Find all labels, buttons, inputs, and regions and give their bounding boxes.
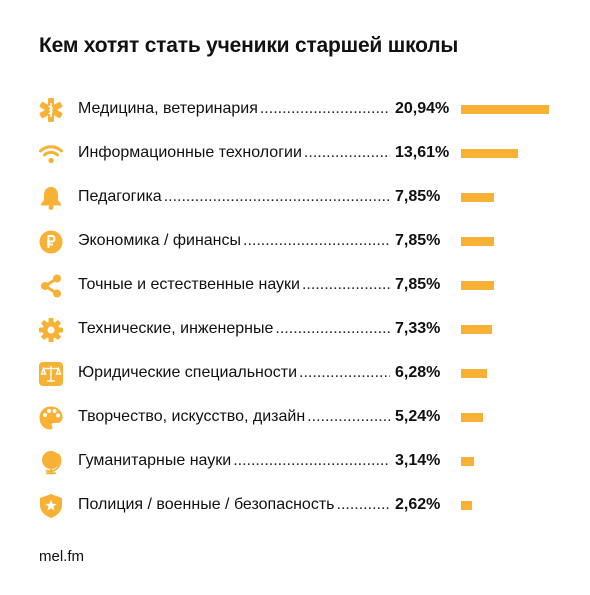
dot-leader: ........................................… [303, 144, 390, 161]
value-label: 7,85% [395, 232, 441, 249]
chart-row: Точные и естественные науки.............… [0, 263, 590, 307]
dot-leader: ........................................… [259, 100, 390, 117]
bar [461, 237, 494, 246]
chart-row: Технические, инженерные.................… [0, 307, 590, 351]
dot-leader: ........................................… [275, 320, 390, 337]
category-label: Педагогика..............................… [78, 188, 390, 206]
value-label: 5,24% [395, 408, 441, 425]
bar [461, 105, 549, 114]
value-label: 3,14% [395, 452, 441, 469]
chart-row: Информационные технологии...............… [0, 131, 590, 175]
category-label: Экономика / финансы.....................… [78, 232, 390, 250]
value-label: 7,85% [395, 188, 441, 205]
bar [461, 501, 472, 510]
gear-icon [38, 317, 64, 343]
palette-icon [38, 405, 64, 431]
bar [461, 457, 474, 466]
medical-star-icon [38, 97, 64, 123]
police-badge-icon [38, 493, 64, 519]
chart-row: Гуманитарные науки......................… [0, 439, 590, 483]
bar [461, 325, 492, 334]
category-label-text: Творчество, искусство, дизайн [78, 408, 306, 425]
category-label: Информационные технологии...............… [78, 144, 390, 162]
value-label: 2,62% [395, 496, 441, 513]
chart-row: Творчество, искусство, дизайн...........… [0, 395, 590, 439]
wifi-icon [38, 141, 64, 167]
bar [461, 413, 483, 422]
value-label: 7,33% [395, 320, 441, 337]
category-label-text: Технические, инженерные [78, 320, 274, 337]
category-label-text: Педагогика [78, 188, 162, 205]
dot-leader: ........................................… [299, 364, 390, 381]
value-label: 20,94% [395, 100, 450, 117]
chart-row: Экономика / финансы.....................… [0, 219, 590, 263]
share-nodes-icon [38, 273, 64, 299]
scales-icon [38, 361, 64, 387]
category-label: Полиция / военные / безопасность........… [78, 496, 390, 514]
ruble-coin-icon [38, 229, 64, 255]
category-label: Гуманитарные науки......................… [78, 452, 390, 470]
dot-leader: ........................................… [163, 188, 390, 205]
chart-row: Полиция / военные / безопасность........… [0, 483, 590, 527]
bar [461, 193, 494, 202]
globe-icon [38, 449, 64, 475]
chart-title: Кем хотят стать ученики старшей школы [39, 34, 459, 57]
source-label: mel.fm [39, 548, 84, 565]
value-label: 13,61% [395, 144, 450, 161]
value-label: 6,28% [395, 364, 441, 381]
category-label-text: Полиция / военные / безопасность [78, 496, 335, 513]
dot-leader: ........................................… [336, 496, 391, 513]
category-label-text: Медицина, ветеринария [78, 100, 258, 117]
category-label: Творчество, искусство, дизайн...........… [78, 408, 390, 426]
chart-row: Медицина, ветеринария...................… [0, 87, 590, 131]
dot-leader: ........................................… [243, 232, 390, 249]
dot-leader: ........................................… [301, 276, 390, 293]
category-label: Точные и естественные науки.............… [78, 276, 390, 294]
category-label-text: Точные и естественные науки [78, 276, 300, 293]
category-label-text: Юридические специальности [78, 364, 298, 381]
category-label: Технические, инженерные.................… [78, 320, 390, 338]
chart-rows: Медицина, ветеринария...................… [0, 87, 590, 527]
bar [461, 149, 518, 158]
category-label-text: Экономика / финансы [78, 232, 242, 249]
category-label-text: Гуманитарные науки [78, 452, 232, 469]
category-label: Юридические специальности...............… [78, 364, 390, 382]
dot-leader: ........................................… [233, 452, 390, 469]
dot-leader: ........................................… [307, 408, 390, 425]
chart-row: Юридические специальности...............… [0, 351, 590, 395]
value-label: 7,85% [395, 276, 441, 293]
category-label-text: Информационные технологии [78, 144, 302, 161]
bar [461, 369, 487, 378]
bell-icon [38, 185, 64, 211]
bar [461, 281, 494, 290]
category-label: Медицина, ветеринария...................… [78, 100, 390, 118]
chart-row: Педагогика..............................… [0, 175, 590, 219]
